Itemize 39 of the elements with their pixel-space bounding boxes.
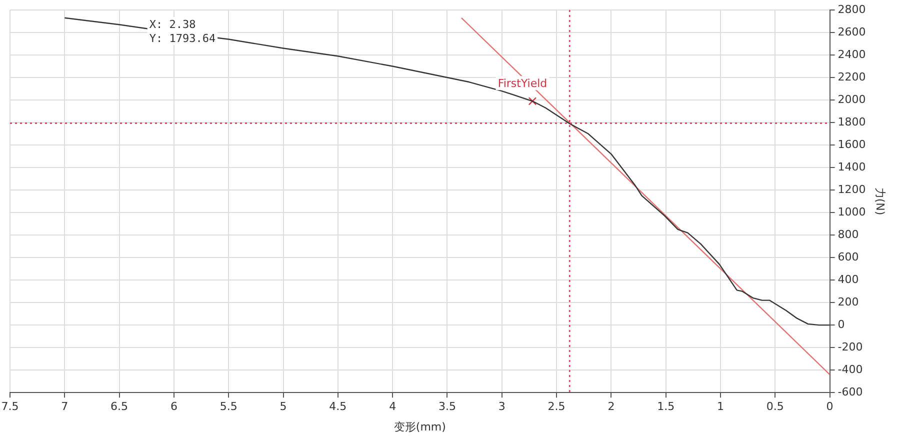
x-tick-label: 0.5 (766, 400, 784, 414)
y-axis-title: 力(N) (874, 187, 887, 216)
y-tick-label: -400 (838, 362, 863, 376)
x-tick-label: 4 (389, 400, 396, 414)
y-tick-label: 400 (838, 272, 859, 286)
x-tick-label: 2.5 (548, 400, 566, 414)
x-tick-label: 3.5 (438, 400, 456, 414)
x-tick-label: 0 (826, 400, 834, 414)
y-tick-label: 2200 (838, 70, 866, 84)
annotation: Y: 1793.64 (149, 32, 216, 45)
y-tick-label: 600 (838, 250, 859, 264)
y-tick-label: 2400 (838, 48, 866, 61)
x-tick-label: 5.5 (220, 400, 238, 414)
y-tick-label: -600 (838, 385, 863, 398)
y-tick-label: 1200 (838, 182, 866, 196)
x-tick-label: 4.5 (329, 400, 347, 414)
y-tick-label: 1400 (838, 160, 866, 174)
annotation: X: 2.38 (149, 18, 196, 31)
y-tick-label: 0 (838, 318, 845, 331)
annotation: FirstYield (498, 77, 548, 90)
y-tick-label: 800 (838, 228, 859, 241)
x-tick-label: 7.5 (1, 400, 19, 414)
y-tick-label: 1600 (838, 138, 866, 151)
y-tick-label: -200 (838, 340, 863, 354)
y-tick-label: 200 (838, 295, 859, 308)
x-axis-title: 变形(mm) (394, 420, 446, 434)
y-tick-label: 2800 (838, 2, 866, 16)
y-tick-label: 1000 (838, 205, 866, 218)
x-tick-label: 6 (170, 400, 178, 414)
x-tick-label: 1.5 (657, 400, 675, 414)
y-tick-label: 1800 (838, 115, 866, 128)
x-tick-label: 2 (608, 400, 615, 414)
x-tick-label: 7 (61, 400, 68, 414)
y-tick-label: 2600 (838, 25, 866, 38)
x-tick-label: 5 (280, 400, 287, 414)
x-tick-label: 6.5 (110, 400, 128, 414)
y-tick-label: 2000 (838, 92, 866, 106)
x-tick-label: 1 (717, 400, 724, 414)
x-tick-label: 3 (498, 400, 506, 414)
